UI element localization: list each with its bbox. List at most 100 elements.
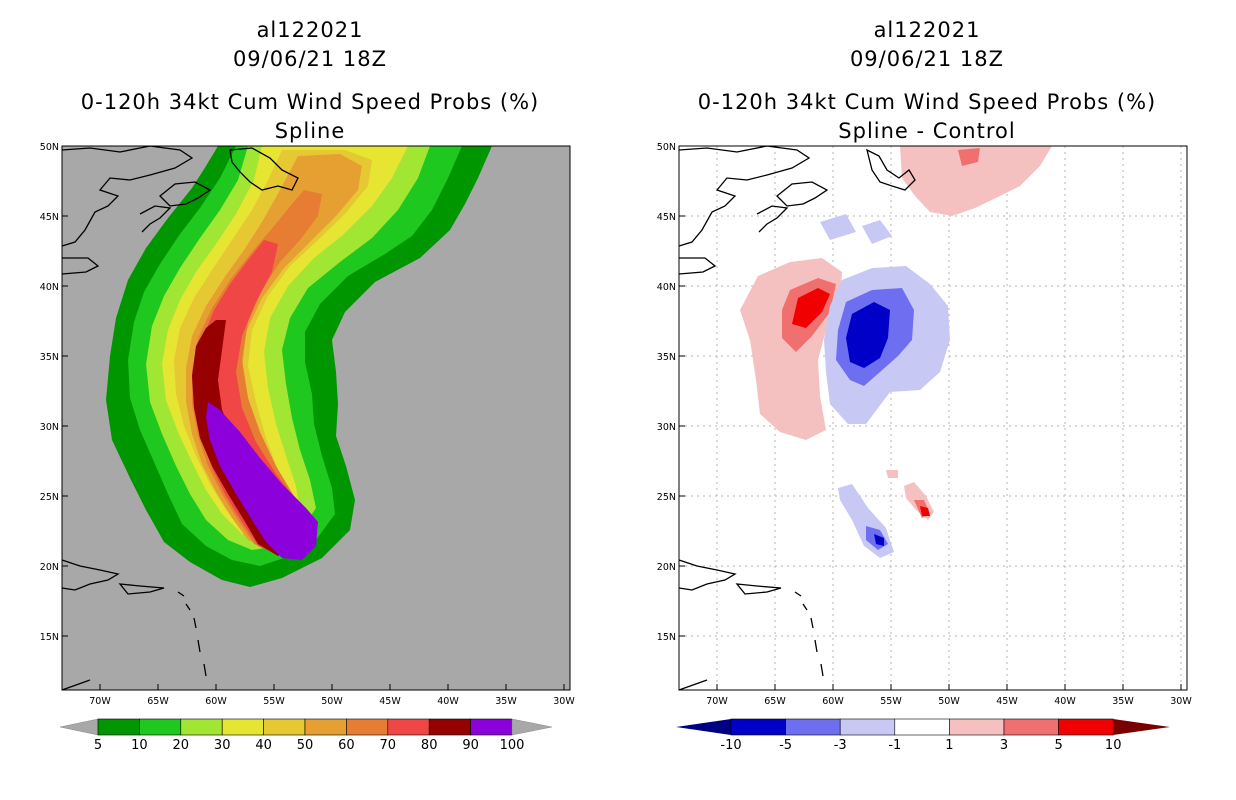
right-lat-label: 45N [657, 212, 676, 223]
right-difference-contours [740, 146, 1052, 558]
right-lon-label: 30W [1170, 696, 1192, 707]
left-lon-label: 50W [321, 696, 343, 707]
left-coastline [61, 145, 299, 691]
left-colorbar-label: 100 [500, 738, 525, 753]
left-lon-label: 55W [263, 696, 285, 707]
left-colorbar-label: 70 [380, 738, 397, 753]
left-lat-label: 30N [40, 422, 59, 433]
diff-neg-1-north [820, 214, 892, 244]
right-map-frame [678, 145, 1188, 691]
left-colorbar: 5 10 20 30 40 50 60 70 80 90 100 [59, 718, 553, 753]
left-lon-label: 70W [89, 696, 111, 707]
left-lon-label: 60W [205, 696, 227, 707]
left-colorbar-label: 5 [94, 738, 102, 753]
right-title-datetime: 09/06/21 18Z [849, 47, 1005, 71]
right-colorbar-label: -3 [834, 738, 847, 753]
right-colorbar-high-arrow [1113, 719, 1170, 735]
left-colorbar-cell [428, 718, 471, 736]
right-colorbar: -10 -5 -3 -1 1 3 5 10 [676, 718, 1170, 753]
right-colorbar-cell [894, 718, 950, 736]
right-colorbar-cell [1003, 718, 1059, 736]
right-colorbar-label: -5 [779, 738, 792, 753]
right-colorbar-cell [785, 718, 841, 736]
left-colorbar-cell [221, 718, 264, 736]
left-title-method: Spline [274, 119, 346, 143]
right-colorbar-cell [730, 718, 786, 736]
right-lat-label: 30N [657, 422, 676, 433]
left-lat-label: 15N [40, 632, 59, 643]
left-lat-label: 25N [40, 492, 59, 503]
left-colorbar-low-arrow [59, 718, 99, 736]
right-colorbar-label: -10 [720, 738, 741, 753]
left-lon-label: 30W [553, 696, 575, 707]
left-title-datetime: 09/06/21 18Z [232, 47, 388, 71]
diff-neg-5-main [846, 302, 890, 368]
left-colorbar-cell [387, 718, 430, 736]
left-colorbar-cell [180, 718, 223, 736]
left-probability-contours [106, 146, 492, 587]
left-colorbar-label: 20 [173, 738, 190, 753]
diff-pos-3-north [958, 148, 980, 166]
right-colorbar-label: 1 [945, 738, 953, 753]
diff-pos-1-north [900, 146, 1052, 216]
left-colorbar-label: 80 [421, 738, 438, 753]
right-colorbar-label: -1 [888, 738, 901, 753]
right-lon-label: 55W [880, 696, 902, 707]
left-colorbar-cell [97, 718, 140, 736]
right-lat-label: 35N [657, 352, 676, 363]
right-lat-label: 50N [657, 142, 676, 153]
right-lat-label: 20N [657, 562, 676, 573]
right-colorbar-label: 10 [1105, 738, 1122, 753]
diff-neg-5-south [874, 534, 884, 546]
left-lat-label: 35N [40, 352, 59, 363]
left-colorbar-cell [304, 718, 347, 736]
right-colorbar-cell [839, 718, 896, 736]
left-colorbar-cell [470, 718, 513, 736]
left-lat-label: 40N [40, 282, 59, 293]
right-colorbar-label: 3 [1000, 738, 1008, 753]
left-lon-label: 65W [147, 696, 169, 707]
right-coastline [678, 145, 916, 691]
right-lon-label: 45W [996, 696, 1018, 707]
right-lon-label: 60W [822, 696, 844, 707]
left-title-storm-id: al122021 [256, 18, 364, 42]
right-title-method: Spline - Control [838, 119, 1016, 143]
right-lat-label: 25N [657, 492, 676, 503]
left-title-product: 0-120h 34kt Cum Wind Speed Probs (%) [80, 90, 540, 114]
prob-90-band [206, 402, 318, 560]
left-colorbar-cell [346, 718, 389, 736]
right-lat-label: 40N [657, 282, 676, 293]
left-colorbar-high-arrow [511, 718, 553, 736]
right-lon-label: 40W [1054, 696, 1076, 707]
right-axis-ticks: 50N 45N 40N 35N 30N 25N 20N 15N 70W 65W 60W 55W 50W 4… [657, 142, 1193, 707]
left-lon-label: 45W [379, 696, 401, 707]
right-lat-label: 15N [657, 632, 676, 643]
right-colorbar-low-arrow [676, 719, 731, 735]
left-colorbar-label: 60 [338, 738, 355, 753]
left-colorbar-label: 40 [255, 738, 272, 753]
left-map: 50N 45N 40N 35N 30N 25N 20N 15N 70W 65W 60W 55W 50W 4… [40, 142, 576, 707]
right-lon-label: 70W [706, 696, 728, 707]
right-map: 50N 45N 40N 35N 30N 25N 20N 15N 70W 65W 60W 55W 50W 4… [657, 142, 1193, 707]
diff-pos-5-west [792, 288, 830, 328]
left-colorbar-cell [263, 718, 306, 736]
left-lon-label: 40W [437, 696, 459, 707]
left-colorbar-label: 30 [214, 738, 231, 753]
diff-pos-5-south [920, 506, 930, 516]
left-axis-ticks: 50N 45N 40N 35N 30N 25N 20N 15N 70W 65W 60W 55W 50W 4… [40, 142, 576, 707]
right-lon-label: 65W [764, 696, 786, 707]
left-map-frame [61, 145, 571, 691]
right-title-storm-id: al122021 [873, 18, 981, 42]
left-lat-label: 20N [40, 562, 59, 573]
right-colorbar-cell [1058, 718, 1114, 736]
right-map-background [679, 146, 1187, 690]
right-title-product: 0-120h 34kt Cum Wind Speed Probs (%) [697, 90, 1157, 114]
left-colorbar-label: 50 [297, 738, 314, 753]
left-lat-label: 50N [40, 142, 59, 153]
left-colorbar-cell [139, 718, 182, 736]
right-colorbar-cell [949, 718, 1005, 736]
right-lon-label: 35W [1112, 696, 1134, 707]
left-colorbar-label: 90 [462, 738, 479, 753]
left-lat-label: 45N [40, 212, 59, 223]
